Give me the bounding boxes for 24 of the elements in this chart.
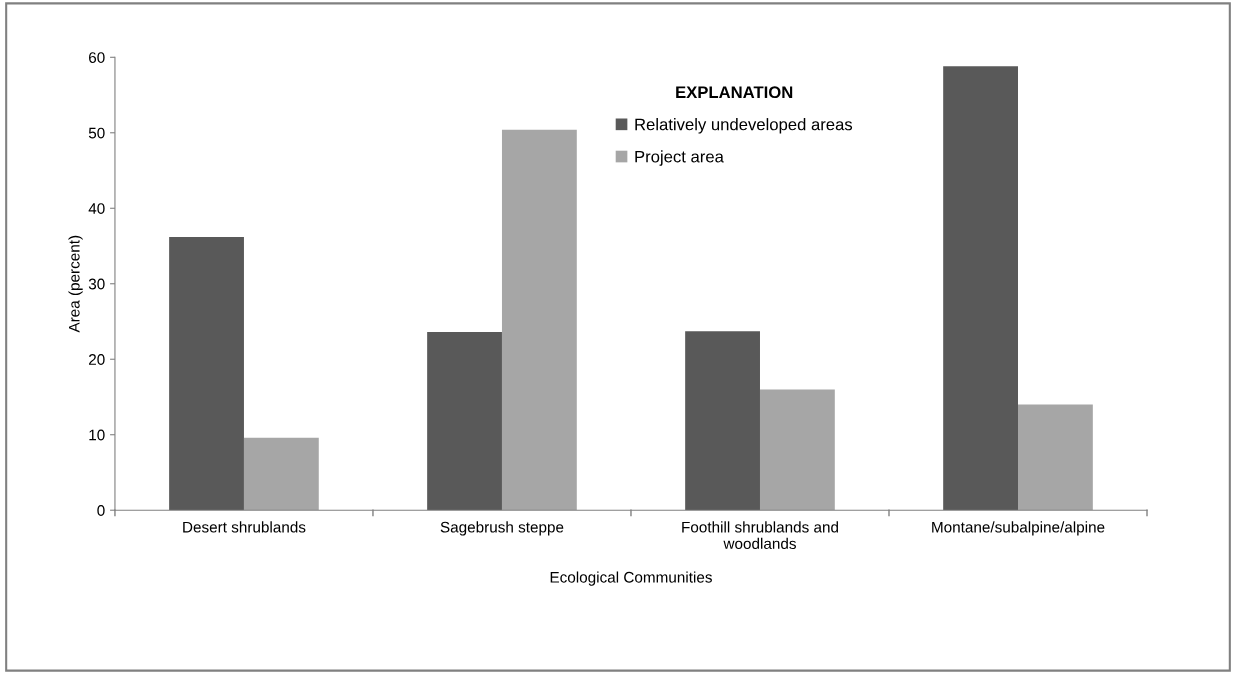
y-axis-title: Area (percent) — [68, 235, 83, 333]
bar — [501, 129, 577, 511]
y-tick-label: 40 — [88, 203, 105, 214]
y-tick-label: 10 — [89, 429, 105, 441]
x-tick-label: Sagebrush steppe — [440, 521, 564, 536]
bar — [943, 66, 1018, 511]
x-tick-label: Foothill shrublands and woodlands — [682, 521, 838, 550]
legend-label: Relatively undeveloped areas — [635, 118, 853, 134]
y-tick-label: 60 — [89, 52, 105, 63]
y-tick-label: 0 — [97, 505, 105, 516]
bar — [243, 437, 319, 511]
y-tick-label: 30 — [88, 278, 105, 290]
bar — [759, 389, 835, 511]
y-tick-label: 50 — [88, 127, 105, 139]
x-tick-label: Montane/subalpine/alpine — [932, 521, 1105, 536]
legend-title: EXPLANATION — [676, 86, 793, 99]
bar — [169, 236, 244, 511]
bar — [1018, 404, 1093, 511]
legend-label: Project area — [635, 150, 724, 166]
bar — [685, 331, 760, 511]
x-axis-title: Ecological Communities — [550, 571, 712, 586]
bar — [427, 332, 502, 511]
x-tick-label: Desert shrublands — [183, 521, 306, 533]
y-tick-label: 20 — [89, 354, 105, 365]
